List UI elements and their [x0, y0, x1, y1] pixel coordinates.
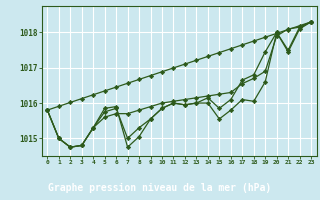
Text: Graphe pression niveau de la mer (hPa): Graphe pression niveau de la mer (hPa): [48, 183, 272, 193]
